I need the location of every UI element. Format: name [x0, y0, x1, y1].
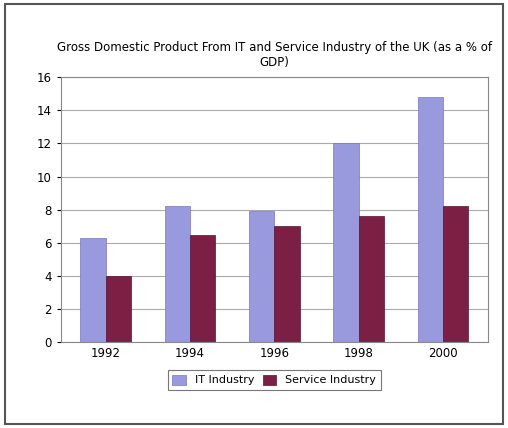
- Bar: [106, 276, 131, 342]
- Bar: [418, 97, 443, 342]
- Bar: [249, 211, 274, 342]
- Bar: [274, 226, 300, 342]
- Title: Gross Domestic Product From IT and Service Industry of the UK (as a % of
GDP): Gross Domestic Product From IT and Servi…: [57, 41, 492, 69]
- Bar: [443, 206, 468, 342]
- Bar: [165, 206, 190, 342]
- Bar: [333, 143, 359, 342]
- Bar: [190, 235, 215, 342]
- Bar: [359, 217, 384, 342]
- Legend: IT Industry, Service Industry: IT Industry, Service Industry: [168, 370, 380, 390]
- Bar: [80, 238, 106, 342]
